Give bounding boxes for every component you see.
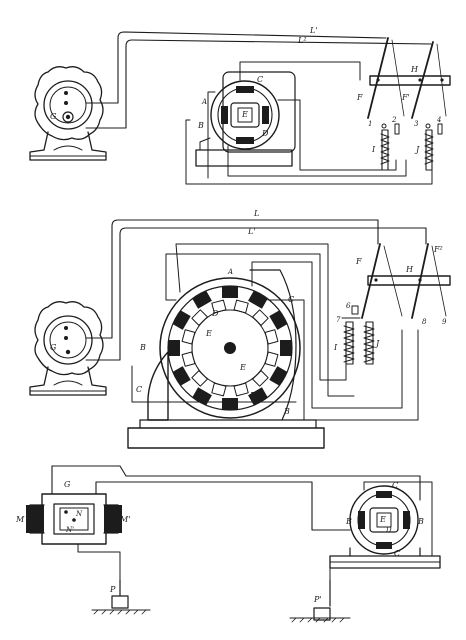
winding-left-label-fig2: B — [139, 343, 146, 352]
motor-wiring-fig1 — [185, 61, 433, 185]
armature-top-label-fig2: E — [205, 329, 212, 338]
switch-fig2: H F F² — [355, 243, 451, 319]
motor-fig1: A E C B D — [195, 71, 296, 167]
winding-outer-label-fig1: B — [197, 121, 204, 130]
motor-pole-top-label: C — [392, 481, 398, 490]
figure-2: G L L' — [29, 209, 451, 449]
lever-right-label-fig2: F² — [433, 245, 443, 254]
winding-inner-top-label-fig2: D — [211, 309, 219, 318]
ground-left-label: P — [109, 585, 116, 594]
motor-inner-label: D — [385, 526, 392, 534]
contact-4-label: 4 — [436, 116, 441, 124]
contact-2-label: 2 — [391, 116, 397, 124]
gen-coil-bottom-label: N' — [65, 526, 74, 534]
contact-8-label: 8 — [422, 318, 427, 326]
generator-fig1: G — [29, 66, 107, 161]
generator-label-fig1: G — [50, 112, 57, 121]
contacts-fig1: 1 2 3 4 I J — [368, 116, 443, 171]
pole-left-label-fig2: C — [136, 385, 142, 394]
generator-fig3: G M M' N N' — [15, 480, 130, 545]
armature-bottom-label-fig2: E — [239, 363, 246, 372]
magnet-left-label: M — [15, 515, 25, 524]
crossbar-label-fig2: H — [405, 265, 414, 274]
motor-wiring-fig2 — [131, 243, 419, 421]
line-inner-label-fig2: L' — [247, 227, 256, 236]
magnet-right-label: M' — [119, 515, 130, 524]
winding-inner-bottom-label-fig2: D — [249, 391, 257, 400]
motor-fig2: A E E C C B B D D — [127, 268, 325, 449]
motor-winding-left-label: B — [345, 517, 352, 526]
ground-right-label: P' — [313, 595, 322, 604]
gen-coil-top-label: N — [75, 510, 83, 518]
generator-label-fig3: G — [64, 480, 71, 489]
figure-1: G L' L² A E C B D — [29, 26, 451, 185]
contact-7-label: 7 — [336, 316, 341, 324]
contact-1-label: 1 — [368, 120, 372, 128]
lever-right-label-fig1: F' — [401, 93, 410, 102]
figure-3: G M M' N N' C C — [15, 465, 441, 623]
ground-right: P' — [289, 579, 351, 623]
contact-6-label: 6 — [346, 302, 351, 310]
pole-ring-fig2 — [168, 286, 292, 410]
winding-bottom-label-fig2: B — [283, 407, 290, 416]
line-inner-label-fig1: L² — [297, 36, 307, 45]
switch-fig1: H F F' — [356, 37, 451, 119]
motor-fig3: C C E D B B — [329, 481, 441, 569]
coil-right-label-fig2: J — [374, 339, 380, 348]
ground-left: P — [91, 579, 151, 615]
generator-fig2: G — [29, 301, 107, 396]
motor-armature-label: E — [379, 515, 386, 524]
motor-pole-bottom-label: C — [394, 549, 400, 558]
winding-inner-label-fig1: D — [261, 129, 269, 138]
contact-9-label: 9 — [442, 318, 447, 326]
line-wires-fig1: L' L² — [85, 26, 432, 129]
lever-left-label-fig2: F — [355, 257, 362, 266]
line-outer-label-fig2: L — [253, 209, 259, 218]
generator-label-fig2: G — [50, 343, 57, 352]
motor-core-label-fig1: A — [201, 98, 207, 106]
contact-3-label: 3 — [414, 120, 419, 128]
motor-core-label-fig2: A — [227, 268, 233, 276]
crossbar-label-fig1: H — [410, 65, 419, 74]
pole-label-fig1: C — [257, 75, 263, 84]
line-wires-fig2: L L' — [85, 209, 427, 361]
lever-left-label-fig1: F — [356, 93, 363, 102]
contacts-fig2: 6 7 8 9 I J — [333, 302, 447, 365]
armature-label-fig1: E — [241, 110, 248, 119]
coil-left-label-fig1: I — [371, 145, 376, 154]
coil-right-label-fig1: J — [414, 145, 420, 154]
coil-left-label-fig2: I — [333, 343, 338, 352]
line-outer-label-fig1: L' — [309, 26, 318, 35]
motor-winding-right-label: B — [417, 517, 424, 526]
